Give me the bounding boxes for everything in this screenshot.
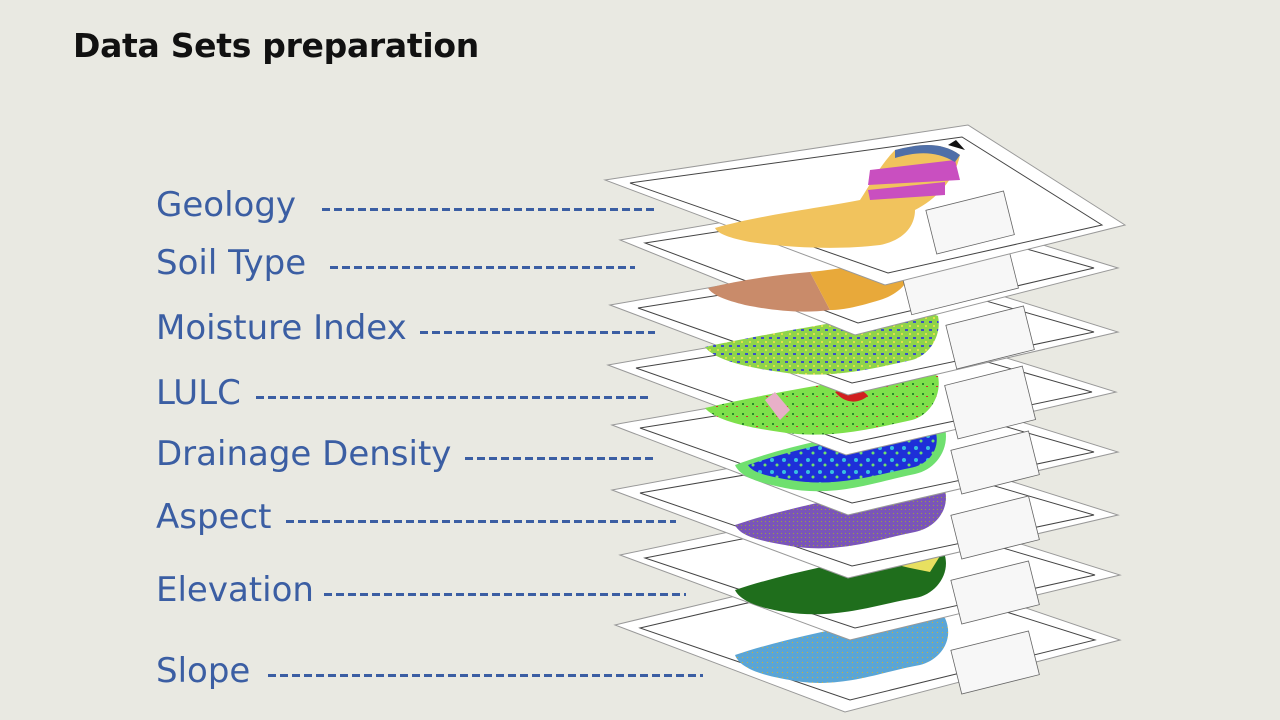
leader-moisture-index — [420, 331, 655, 334]
label-aspect: Aspect — [156, 497, 272, 537]
slide-title: Data Sets preparation — [73, 26, 479, 65]
label-geology: Geology — [156, 185, 297, 225]
label-slope: Slope — [156, 651, 251, 691]
label-drainage-density: Drainage Density — [156, 434, 452, 474]
leader-slope — [268, 674, 703, 677]
leader-aspect — [286, 520, 676, 523]
map-layer-geology — [603, 124, 1127, 286]
leader-elevation — [324, 593, 686, 596]
label-lulc: LULC — [156, 373, 241, 413]
leader-geology — [322, 208, 655, 211]
leader-drainage-density — [465, 457, 655, 460]
leader-lulc — [256, 396, 648, 399]
leader-soil-type — [330, 266, 635, 269]
label-elevation: Elevation — [156, 570, 314, 610]
label-moisture-index: Moisture Index — [156, 308, 407, 348]
label-soil-type: Soil Type — [156, 243, 307, 283]
